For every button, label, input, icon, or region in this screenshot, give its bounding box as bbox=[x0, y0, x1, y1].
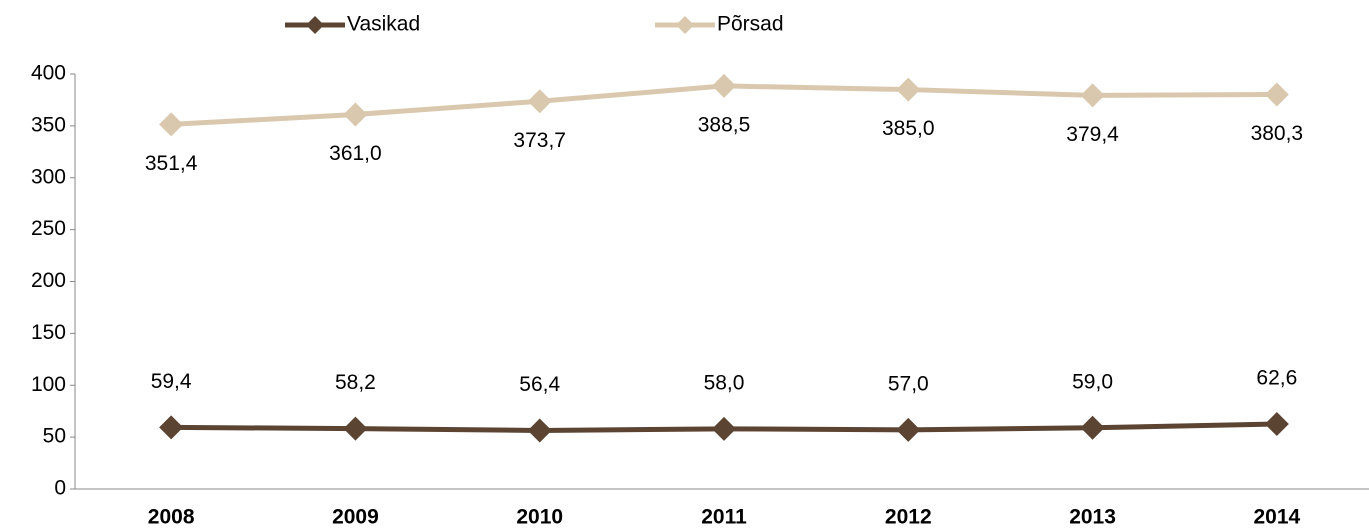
point-marker bbox=[343, 416, 368, 441]
value-label: 373,7 bbox=[513, 129, 566, 152]
point-marker bbox=[527, 89, 552, 114]
value-label: 58,0 bbox=[704, 371, 745, 394]
point-marker bbox=[1264, 82, 1289, 107]
value-label: 380,3 bbox=[1251, 122, 1304, 145]
point-marker bbox=[712, 73, 736, 98]
x-tick-label: 2011 bbox=[701, 506, 747, 529]
value-label: 62,6 bbox=[1256, 367, 1297, 390]
y-tick-label: 200 bbox=[31, 269, 66, 292]
x-tick-label: 2008 bbox=[148, 506, 195, 529]
value-label: 59,0 bbox=[1072, 370, 1113, 393]
y-tick-label: 100 bbox=[31, 373, 66, 396]
y-tick-label: 50 bbox=[43, 425, 66, 448]
value-label: 56,4 bbox=[519, 373, 560, 396]
value-label: 58,2 bbox=[335, 371, 376, 394]
value-label: 379,4 bbox=[1066, 123, 1119, 146]
value-label: 388,5 bbox=[698, 113, 751, 136]
value-label: 59,4 bbox=[151, 370, 192, 393]
point-marker bbox=[527, 418, 552, 443]
y-tick-label: 300 bbox=[31, 165, 66, 188]
legend-marker bbox=[306, 16, 324, 34]
point-marker bbox=[159, 415, 184, 440]
y-tick-label: 400 bbox=[31, 62, 66, 85]
value-label: 361,0 bbox=[329, 142, 382, 165]
legend-marker bbox=[676, 16, 694, 34]
y-tick-label: 350 bbox=[31, 113, 66, 136]
value-label: 351,4 bbox=[145, 152, 198, 175]
point-marker bbox=[343, 102, 368, 127]
point-marker bbox=[1080, 83, 1105, 108]
x-tick-label: 2014 bbox=[1253, 506, 1300, 529]
value-label: 57,0 bbox=[888, 372, 929, 395]
legend-label: Vasikad bbox=[347, 13, 420, 36]
point-marker bbox=[1080, 415, 1105, 440]
point-marker bbox=[896, 417, 921, 442]
point-marker bbox=[159, 112, 184, 137]
point-marker bbox=[896, 77, 921, 102]
x-tick-label: 2009 bbox=[332, 506, 379, 529]
point-marker bbox=[1264, 412, 1289, 437]
x-tick-label: 2010 bbox=[516, 506, 563, 529]
x-tick-label: 2013 bbox=[1069, 506, 1116, 529]
y-tick-label: 150 bbox=[31, 321, 66, 344]
x-tick-label: 2012 bbox=[885, 506, 932, 529]
value-label: 385,0 bbox=[882, 117, 935, 140]
y-tick-label: 0 bbox=[54, 477, 66, 500]
y-tick-label: 250 bbox=[31, 217, 66, 240]
legend-label: Põrsad bbox=[717, 13, 784, 36]
point-marker bbox=[712, 416, 736, 441]
